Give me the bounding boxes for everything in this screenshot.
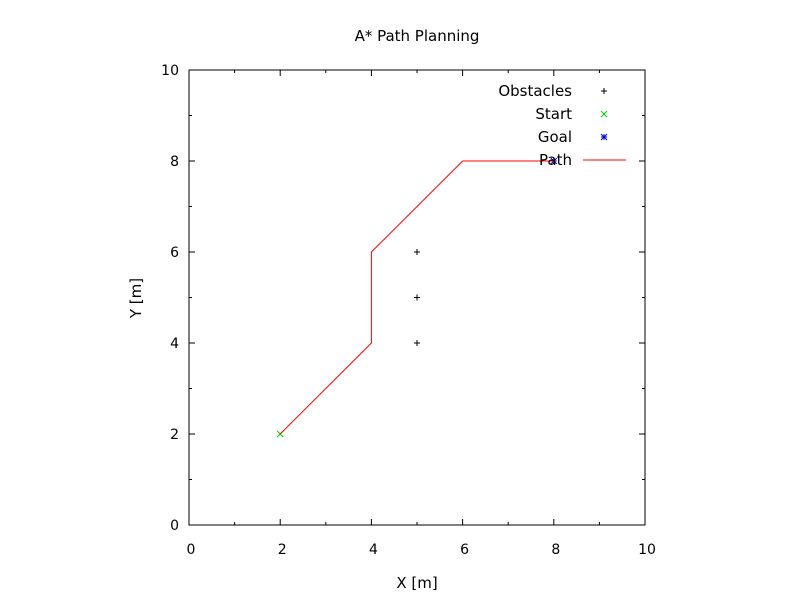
y-tick-label: 0 <box>170 518 179 534</box>
series-layer <box>276 157 558 438</box>
y-tick-label: 6 <box>170 245 179 261</box>
legend: Obstacles Start Goal Path <box>498 82 626 169</box>
y-tick-label: 10 <box>161 63 179 79</box>
legend-swatch-start <box>600 110 608 118</box>
y-axis-label: Y [m] <box>127 278 145 319</box>
marker-stroke <box>600 133 608 141</box>
obstacles-point <box>414 249 420 255</box>
x-axis-label: X [m] <box>396 574 437 592</box>
legend-swatch-goal <box>600 133 608 141</box>
obstacles-point <box>414 294 420 301</box>
marker-stroke <box>600 110 608 118</box>
legend-label-goal: Goal <box>538 128 572 146</box>
x-tick-label: 2 <box>278 542 287 558</box>
legend-label-start: Start <box>535 105 572 123</box>
axis-ticks <box>188 69 646 526</box>
y-tick-label: 4 <box>170 336 179 352</box>
legend-label-obstacles: Obstacles <box>498 82 572 100</box>
legend-swatch-obstacles <box>601 88 607 94</box>
y-tick-labels: 0 2 4 6 8 10 <box>161 63 179 534</box>
x-tick-label: 0 <box>187 542 196 558</box>
chart-title: A* Path Planning <box>355 27 480 45</box>
legend-label-path: Path <box>539 151 572 169</box>
x-tick-label: 10 <box>638 542 656 558</box>
x-tick-labels: 0 2 4 6 8 10 <box>187 542 656 558</box>
y-tick-label: 2 <box>170 427 179 443</box>
x-tick-label: 8 <box>551 542 560 558</box>
obstacles-point <box>414 340 420 346</box>
x-tick-label: 4 <box>369 542 378 558</box>
path-line <box>279 160 554 435</box>
x-tick-label: 6 <box>460 542 469 558</box>
y-tick-label: 8 <box>170 154 179 170</box>
